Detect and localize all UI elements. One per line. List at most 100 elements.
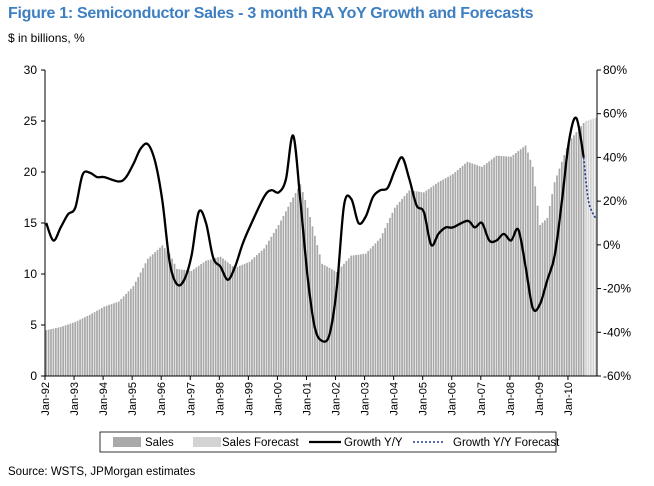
sales-bar bbox=[248, 261, 251, 376]
forecast-bar bbox=[587, 120, 590, 376]
sales-bar bbox=[568, 141, 570, 376]
sales-bar bbox=[277, 225, 280, 376]
sales-bar bbox=[454, 172, 457, 376]
sales-bar bbox=[62, 326, 64, 376]
forecast-bar bbox=[594, 117, 597, 377]
source-note: Source: WSTS, JPMorgan estimates bbox=[8, 466, 196, 478]
sales-bar bbox=[156, 249, 159, 376]
sales-bar bbox=[461, 165, 464, 376]
sales-bar bbox=[154, 252, 156, 376]
sales-bar bbox=[374, 243, 377, 376]
sales-bar bbox=[190, 270, 193, 376]
sales-bar bbox=[481, 166, 483, 376]
sales-bar bbox=[207, 260, 210, 376]
sales-bar bbox=[98, 309, 101, 376]
sales-bar bbox=[563, 155, 566, 376]
sales-bar bbox=[224, 260, 227, 376]
sales-bar bbox=[67, 324, 69, 376]
sales-bar bbox=[360, 254, 362, 376]
sales-bar bbox=[328, 267, 331, 376]
sales-bar bbox=[435, 183, 437, 376]
sales-bar bbox=[422, 192, 425, 376]
x-tick-label: Jan-94 bbox=[98, 382, 110, 416]
right-tick-label: -60% bbox=[603, 369, 631, 383]
sales-bar bbox=[185, 270, 188, 376]
sales-bar bbox=[471, 163, 474, 376]
x-tick-label: Jan-04 bbox=[389, 382, 401, 416]
sales-bar bbox=[437, 182, 440, 376]
sales-bar bbox=[146, 258, 149, 376]
sales-bar bbox=[413, 191, 416, 376]
sales-bar bbox=[176, 268, 178, 376]
sales-bar bbox=[251, 259, 253, 376]
sales-bar bbox=[214, 258, 217, 376]
sales-bar bbox=[355, 255, 357, 376]
right-tick-label: 0% bbox=[603, 238, 621, 252]
sales-bar bbox=[243, 263, 246, 376]
sales-bar bbox=[64, 325, 67, 376]
sales-bar bbox=[318, 254, 321, 376]
sales-bar bbox=[323, 265, 326, 376]
sales-bar bbox=[425, 190, 428, 376]
sales-bar bbox=[352, 255, 355, 376]
chart-legend: Sales Sales Forecast Growth Y/Y Growth Y/Y … bbox=[99, 431, 560, 453]
sales-bar bbox=[442, 179, 445, 376]
sales-bar bbox=[222, 258, 224, 376]
sales-bar bbox=[192, 269, 195, 376]
sales-bar bbox=[113, 303, 115, 376]
sales-bar bbox=[263, 248, 265, 376]
sales-bar bbox=[393, 207, 396, 376]
sales-bar bbox=[476, 165, 478, 376]
x-tick-label: Jan-02 bbox=[331, 382, 343, 416]
x-tick-label: Jan-03 bbox=[360, 382, 372, 416]
sales-bar bbox=[350, 255, 353, 376]
sales-bar bbox=[580, 126, 583, 376]
units-label: $ in billions, % bbox=[8, 31, 85, 45]
sales-bar bbox=[52, 328, 55, 376]
sales-bar bbox=[236, 266, 239, 376]
sales-bar bbox=[314, 235, 316, 377]
sales-bar bbox=[560, 161, 563, 376]
right-tick-label: -40% bbox=[603, 325, 631, 339]
sales-bar bbox=[507, 156, 510, 376]
sales-bar bbox=[93, 312, 96, 376]
x-tick-label: Jan-99 bbox=[243, 382, 255, 416]
sales-bar bbox=[76, 320, 79, 377]
left-tick-label: 25 bbox=[24, 114, 38, 128]
sales-bar bbox=[275, 228, 278, 376]
x-tick-label: Jan-09 bbox=[534, 382, 546, 416]
sales-bar bbox=[255, 255, 258, 376]
sales-bar bbox=[391, 212, 394, 376]
sales-bar bbox=[306, 207, 309, 376]
sales-bar bbox=[202, 262, 205, 376]
sales-bar bbox=[246, 262, 248, 376]
sales-bar bbox=[396, 204, 399, 376]
sales-bar bbox=[110, 304, 113, 376]
sales-bar bbox=[84, 317, 86, 376]
sales-bar bbox=[357, 254, 360, 376]
sales-bar bbox=[205, 260, 207, 376]
sales-bar bbox=[335, 272, 338, 376]
sales-bar bbox=[304, 199, 307, 376]
sales-bar bbox=[188, 270, 190, 376]
sales-bar bbox=[183, 269, 186, 376]
sales-bar bbox=[301, 192, 304, 376]
sales-bar bbox=[364, 253, 367, 376]
sales-bar bbox=[134, 281, 137, 376]
sales-bar bbox=[282, 215, 285, 376]
sales-bar bbox=[161, 245, 164, 376]
sales-bar bbox=[553, 182, 556, 376]
sales-bar bbox=[488, 161, 491, 376]
sales-bar bbox=[144, 263, 147, 376]
sales-bar bbox=[163, 248, 166, 376]
sales-bar bbox=[379, 238, 382, 376]
sales-bar bbox=[500, 156, 503, 376]
line-series bbox=[45, 116, 597, 343]
sales-bar bbox=[514, 153, 517, 376]
sales-bar bbox=[287, 206, 290, 376]
sales-bar bbox=[483, 165, 486, 376]
sales-bar bbox=[139, 272, 142, 376]
sales-bar bbox=[403, 196, 406, 376]
sales-bar bbox=[384, 228, 386, 376]
sales-bar bbox=[71, 322, 74, 376]
